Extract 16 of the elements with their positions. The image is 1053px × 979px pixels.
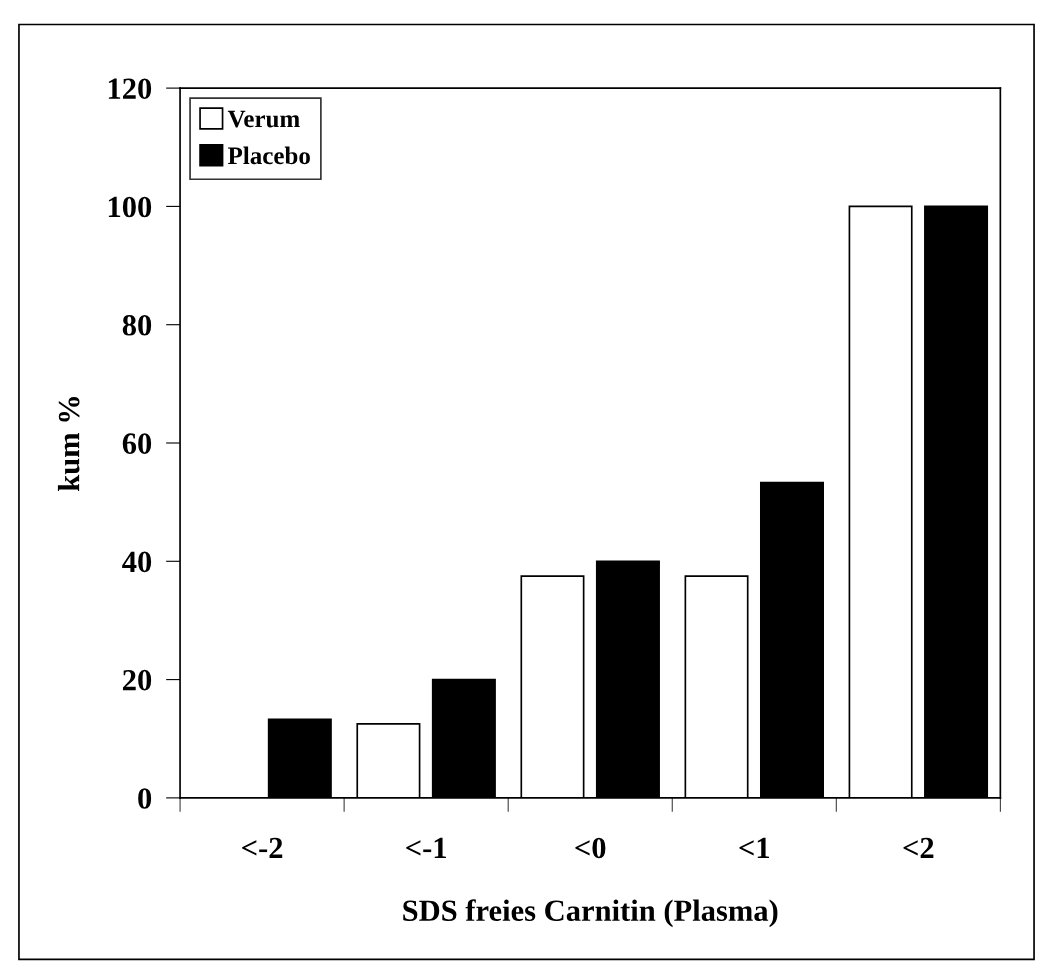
x-tick-label: <-1 — [406, 837, 446, 858]
y-tick-label: 40 — [122, 551, 152, 573]
y-tick-label: 100 — [108, 196, 152, 218]
x-tick-label: <0 — [575, 837, 606, 859]
y-tick-label: 20 — [123, 669, 152, 691]
y-tick-label: 120 — [108, 78, 152, 100]
x-axis-title: SDS freies Carnitin (Plasma) — [403, 899, 778, 928]
legend-label: Verum — [227, 110, 300, 128]
y-tick-label: 0 — [138, 788, 152, 809]
x-tick-label: <2 — [903, 837, 934, 858]
y-axis-title: kum % — [57, 397, 80, 492]
x-tick-label: <1 — [739, 837, 770, 858]
legend-label: Placebo — [227, 146, 310, 165]
x-tick-label: <-2 — [242, 837, 283, 858]
y-tick-label: 60 — [122, 433, 152, 454]
y-tick-label: 80 — [122, 314, 152, 336]
